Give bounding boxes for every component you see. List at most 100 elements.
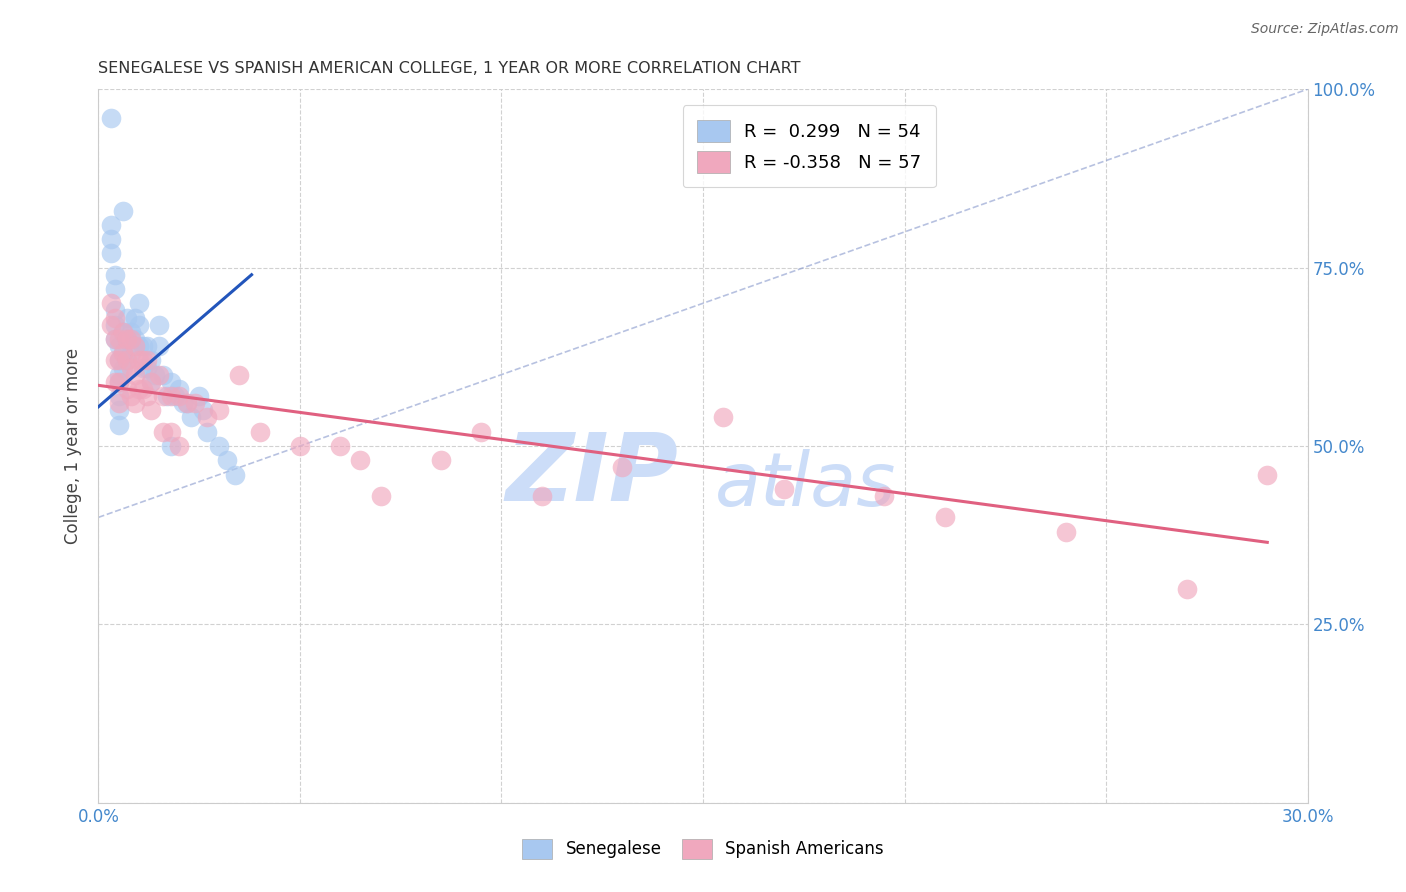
Point: [128, 353, 150, 368]
Point: [103, 303, 125, 318]
Point: [470, 425, 492, 439]
Point: [107, 417, 129, 432]
Point: [772, 482, 794, 496]
Point: [103, 318, 125, 332]
Point: [124, 396, 146, 410]
Point: [167, 439, 190, 453]
Point: [1054, 524, 1077, 539]
Point: [135, 389, 157, 403]
Point: [100, 232, 122, 246]
Point: [124, 332, 146, 346]
Point: [184, 396, 207, 410]
Point: [530, 489, 553, 503]
Point: [329, 439, 352, 453]
Point: [148, 339, 170, 353]
Point: [128, 296, 150, 310]
Legend: Senegalese, Spanish Americans: Senegalese, Spanish Americans: [516, 832, 890, 866]
Point: [100, 296, 122, 310]
Point: [139, 353, 162, 368]
Point: [103, 375, 125, 389]
Point: [370, 489, 392, 503]
Point: [107, 375, 129, 389]
Point: [217, 453, 239, 467]
Point: [152, 368, 174, 382]
Point: [115, 332, 138, 346]
Point: [430, 453, 453, 467]
Point: [120, 346, 142, 360]
Point: [135, 339, 157, 353]
Point: [160, 375, 183, 389]
Point: [139, 403, 162, 417]
Text: SENEGALESE VS SPANISH AMERICAN COLLEGE, 1 YEAR OR MORE CORRELATION CHART: SENEGALESE VS SPANISH AMERICAN COLLEGE, …: [98, 61, 801, 76]
Point: [111, 203, 134, 218]
Point: [195, 410, 218, 425]
Point: [288, 439, 311, 453]
Point: [711, 410, 734, 425]
Point: [873, 489, 896, 503]
Point: [160, 389, 183, 403]
Point: [107, 368, 129, 382]
Point: [139, 375, 162, 389]
Point: [120, 325, 142, 339]
Point: [176, 396, 198, 410]
Point: [167, 382, 190, 396]
Point: [132, 360, 155, 375]
Point: [148, 318, 170, 332]
Point: [124, 339, 146, 353]
Point: [228, 368, 250, 382]
Point: [103, 332, 125, 346]
Point: [107, 353, 129, 368]
Point: [152, 425, 174, 439]
Point: [103, 332, 125, 346]
Text: atlas: atlas: [716, 450, 897, 521]
Point: [100, 318, 122, 332]
Point: [103, 353, 125, 368]
Point: [103, 310, 125, 325]
Point: [176, 396, 198, 410]
Text: Source: ZipAtlas.com: Source: ZipAtlas.com: [1251, 22, 1399, 37]
Point: [120, 389, 142, 403]
Point: [135, 360, 157, 375]
Point: [111, 360, 134, 375]
Point: [163, 389, 186, 403]
Point: [100, 218, 122, 232]
Point: [107, 389, 129, 403]
Point: [120, 360, 142, 375]
Point: [103, 268, 125, 282]
Point: [1256, 467, 1278, 482]
Point: [107, 339, 129, 353]
Point: [152, 389, 174, 403]
Point: [180, 410, 202, 425]
Point: [172, 396, 194, 410]
Point: [934, 510, 956, 524]
Point: [132, 382, 155, 396]
Point: [115, 382, 138, 396]
Point: [115, 353, 138, 368]
Point: [111, 346, 134, 360]
Point: [107, 375, 129, 389]
Point: [139, 375, 162, 389]
Point: [107, 396, 129, 410]
Point: [349, 453, 371, 467]
Point: [132, 353, 155, 368]
Point: [128, 318, 150, 332]
Point: [100, 111, 122, 125]
Point: [124, 368, 146, 382]
Point: [188, 389, 211, 403]
Point: [111, 346, 134, 360]
Point: [115, 332, 138, 346]
Point: [107, 353, 129, 368]
Point: [128, 382, 150, 396]
Point: [135, 353, 157, 368]
Point: [100, 246, 122, 260]
Point: [103, 282, 125, 296]
Y-axis label: College, 1 year or more: College, 1 year or more: [65, 348, 83, 544]
Point: [208, 403, 231, 417]
Point: [249, 425, 271, 439]
Point: [107, 332, 129, 346]
Point: [128, 339, 150, 353]
Point: [167, 389, 190, 403]
Point: [224, 467, 246, 482]
Point: [1175, 582, 1198, 596]
Point: [143, 368, 166, 382]
